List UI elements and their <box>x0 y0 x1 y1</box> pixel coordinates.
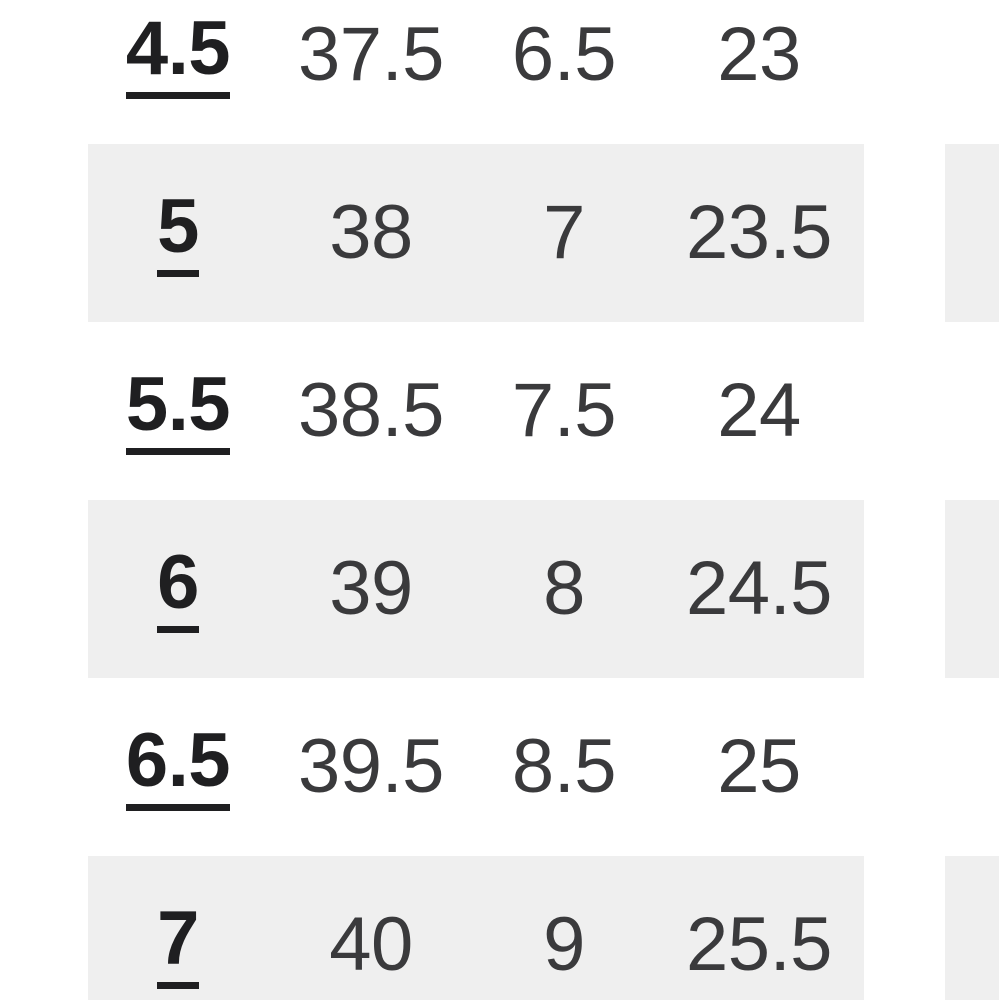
cell-us: 9.5 <box>945 500 999 678</box>
size-table-body: 4.5 37.5 6.5 23 5 38 7 23.5 5.5 38.5 7.5… <box>88 0 864 1000</box>
cell-us: 4.5 <box>88 0 268 144</box>
us-size-value: 6.5 <box>125 722 231 812</box>
cell-cm: 23 <box>717 12 801 97</box>
table-row[interactable]: 5 38 7 23.5 <box>88 144 864 322</box>
table-row[interactable]: 10.5 <box>945 856 999 1000</box>
table-row[interactable]: 7 40 9 25.5 <box>88 856 864 1000</box>
cell-us: 5 <box>88 144 268 322</box>
cell-uk: 7.5 <box>511 368 617 453</box>
us-size-value: 7 <box>157 900 199 990</box>
cell-uk: 7 <box>543 190 585 275</box>
cell-uk: 8.5 <box>511 724 617 809</box>
us-size-value: 6 <box>157 544 199 634</box>
cell-uk: 9 <box>543 902 585 987</box>
cell-eu: 37.5 <box>298 12 444 97</box>
us-size-value: 5.5 <box>125 366 231 456</box>
table-row[interactable]: 4.5 37.5 6.5 23 <box>88 0 864 144</box>
table-row[interactable]: 9.5 <box>945 500 999 678</box>
cell-us: 10 <box>945 678 999 856</box>
cell-us: 7 <box>88 856 268 1000</box>
cell-cm: 23.5 <box>686 190 832 275</box>
table-row[interactable]: 10 <box>945 678 999 856</box>
us-size-value: 5 <box>157 188 199 278</box>
cell-eu: 38.5 <box>298 368 444 453</box>
cell-cm: 24.5 <box>686 546 832 631</box>
cell-us: 6.5 <box>88 678 268 856</box>
size-conversion-table-secondary: 8 8.5 9 9.5 10 10.5 <box>945 0 999 1000</box>
size-table-secondary-body: 8 8.5 9 9.5 10 10.5 <box>945 0 999 1000</box>
cell-eu: 38 <box>329 190 413 275</box>
size-conversion-table: 4.5 37.5 6.5 23 5 38 7 23.5 5.5 38.5 7.5… <box>88 0 864 1000</box>
cell-us: 6 <box>88 500 268 678</box>
cell-eu: 39 <box>329 546 413 631</box>
cell-cm: 24 <box>717 368 801 453</box>
cell-us: 10.5 <box>945 856 999 1000</box>
table-row[interactable]: 8.5 <box>945 144 999 322</box>
cell-cm: 25.5 <box>686 902 832 987</box>
cell-us: 8 <box>945 0 999 144</box>
table-row[interactable]: 6 39 8 24.5 <box>88 500 864 678</box>
cell-us: 8.5 <box>945 144 999 322</box>
cell-cm: 25 <box>717 724 801 809</box>
us-size-value: 4.5 <box>125 10 231 100</box>
table-row[interactable]: 6.5 39.5 8.5 25 <box>88 678 864 856</box>
cell-uk: 6.5 <box>511 12 617 97</box>
table-row[interactable]: 5.5 38.5 7.5 24 <box>88 322 864 500</box>
table-row[interactable]: 9 <box>945 322 999 500</box>
table-row[interactable]: 8 <box>945 0 999 144</box>
cell-eu: 39.5 <box>298 724 444 809</box>
cell-eu: 40 <box>329 902 413 987</box>
cell-us: 9 <box>945 322 999 500</box>
cell-uk: 8 <box>543 546 585 631</box>
cell-us: 5.5 <box>88 322 268 500</box>
